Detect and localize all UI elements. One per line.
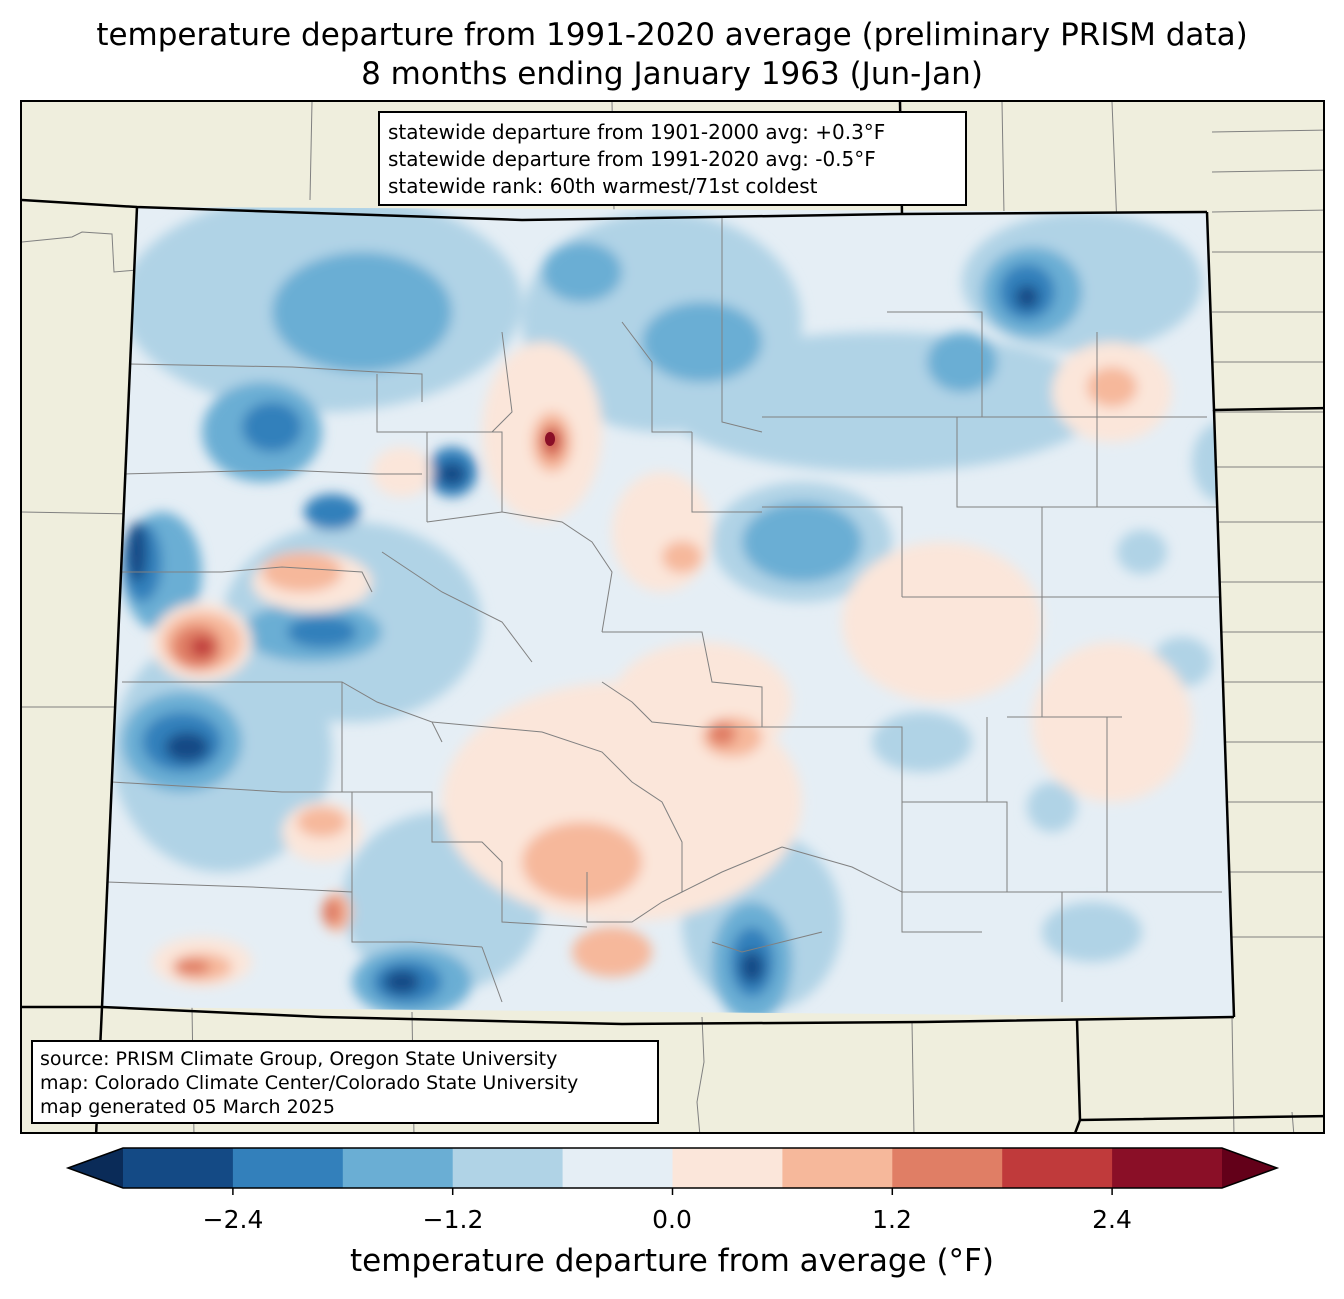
colorbar-segment (672, 1148, 783, 1188)
statewide-stats-box: statewide departure from 1901-2000 avg: … (378, 111, 967, 206)
colorbar-segment (782, 1148, 893, 1188)
map-credit-line: map: Colorado Climate Center/Colorado St… (40, 1072, 579, 1094)
source-line: source: PRISM Climate Group, Oregon Stat… (40, 1048, 558, 1070)
colorbar-segment (452, 1148, 564, 1188)
map-title-line-2: 8 months ending January 1963 (Jun-Jan) (361, 56, 983, 92)
colorbar-segment (1002, 1148, 1113, 1188)
generated-date-line: map generated 05 March 2025 (40, 1096, 335, 1118)
colorbar-over-arrow (1222, 1148, 1277, 1188)
colorbar (65, 1147, 1280, 1195)
source-credits-box: source: PRISM Climate Group, Oregon Stat… (31, 1040, 659, 1124)
colorbar-title: temperature departure from average (°F) (350, 1243, 994, 1279)
map-title-line-1: temperature departure from 1991-2020 ave… (96, 17, 1248, 53)
map-panel (20, 100, 1325, 1134)
stats-rank: statewide rank: 60th warmest/71st coldes… (388, 174, 818, 198)
colorbar-segment (342, 1148, 454, 1188)
colorbar-tick-label: 2.4 (1092, 1205, 1132, 1234)
colorado-county-lines (106, 217, 1222, 1003)
stats-departure-1901-2000: statewide departure from 1901-2000 avg: … (388, 120, 886, 144)
colorbar-segment (1112, 1148, 1223, 1188)
colorbar-tick-label: 1.2 (872, 1205, 912, 1234)
colorbar-tick-label: −2.4 (202, 1205, 264, 1234)
colorado-temperature-map (22, 102, 1323, 1132)
colorbar-tick-label: −1.2 (422, 1205, 484, 1234)
temperature-field (102, 207, 1234, 1017)
colorbar-segment (892, 1148, 1003, 1188)
colorbar-segment (123, 1148, 234, 1188)
colorbar-tick-label: 0.0 (652, 1205, 692, 1234)
colorbar-outline (65, 1147, 1280, 1189)
colorbar-segment (562, 1148, 673, 1188)
colorbar-segment (232, 1148, 344, 1188)
stats-departure-1991-2020: statewide departure from 1991-2020 avg: … (388, 147, 876, 171)
colorbar-under-arrow (68, 1148, 123, 1188)
